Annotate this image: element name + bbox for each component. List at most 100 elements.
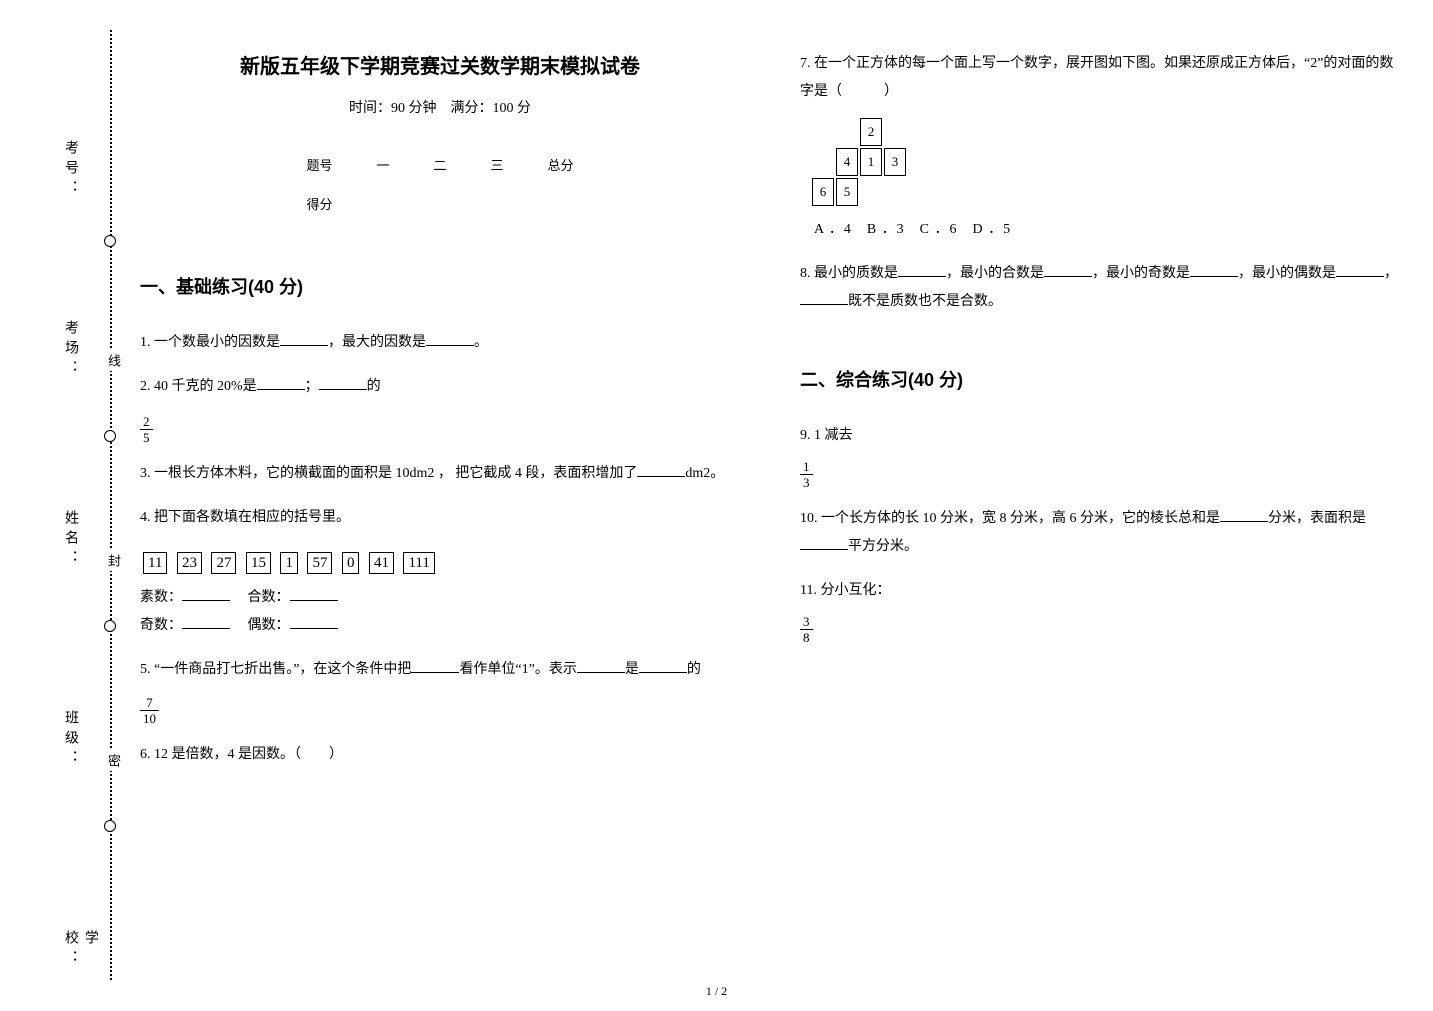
q-text: ；	[305, 379, 319, 394]
fill-blank[interactable]	[1044, 263, 1092, 277]
question-1: 1. 一个数最小的因数是 ，最大的因数是 。	[140, 329, 740, 357]
question-2: 2. 40 千克的 20%是；的 25	[140, 373, 740, 444]
q-text: 在一个正方体的每一个面上写一个数字，展开图如下图。如果还原成正方体后，“2”的对…	[800, 56, 1393, 99]
binding-label-name: 姓名：	[60, 510, 80, 570]
q-number: 9.	[800, 428, 811, 443]
question-4: 4. 把下面各数填在相应的括号里。 11 23 27 15 1 57 0 41 …	[140, 504, 740, 640]
q4-label: 合数：	[248, 590, 290, 605]
q-text: “一件商品打七折出售。”，在这个条件中把	[154, 662, 411, 677]
fill-blank[interactable]	[1190, 263, 1238, 277]
fill-blank[interactable]	[257, 376, 305, 390]
q-number: 1.	[140, 335, 151, 350]
binding-circle	[104, 620, 116, 632]
q-number: 7.	[800, 56, 811, 71]
score-header: 题号	[284, 145, 354, 184]
section-1-heading: 一、基础练习(40 分)	[140, 273, 740, 299]
question-5: 5. “一件商品打七折出售。”，在这个条件中把 看作单位“1”。表示 是 的 710	[140, 656, 740, 725]
q-text: 平方分米。	[848, 539, 918, 554]
binding-label-school: 学校：	[60, 930, 100, 980]
q-number: 4.	[140, 510, 151, 525]
q-text: 一个数最小的因数是	[154, 335, 280, 350]
binding-label-class: 班级：	[60, 710, 80, 770]
fill-blank[interactable]	[577, 659, 625, 673]
q-number: 8.	[800, 266, 811, 281]
question-10: 10. 一个长方体的长 10 分米，宽 8 分米，高 6 分米，它的棱长总和是分…	[800, 505, 1400, 561]
binding-circle	[104, 430, 116, 442]
q-text: 的	[367, 379, 381, 394]
q-number: 5.	[140, 662, 151, 677]
fill-blank[interactable]	[800, 536, 848, 550]
q-text: 。	[474, 335, 488, 350]
fill-blank[interactable]	[1336, 263, 1384, 277]
table-row: 得分	[284, 184, 595, 223]
boxed-number: 41	[369, 552, 394, 574]
q-text: 分米，表面积是	[1268, 511, 1366, 526]
q-text: ，最大的因数是	[328, 335, 426, 350]
q4-label: 奇数：	[140, 618, 182, 633]
boxed-number: 1	[280, 552, 298, 574]
q-number: 11.	[800, 583, 817, 598]
binding-label-room: 考场：	[60, 320, 80, 380]
q-text: 是	[625, 662, 639, 677]
fill-blank[interactable]	[411, 659, 459, 673]
q-text: 把下面各数填在相应的括号里。	[154, 510, 350, 525]
score-header: 二	[411, 145, 468, 184]
fill-blank[interactable]	[290, 587, 338, 601]
boxed-number: 111	[403, 552, 434, 574]
fill-blank[interactable]	[639, 659, 687, 673]
q4-label: 素数：	[140, 590, 182, 605]
question-8: 8. 最小的质数是，最小的合数是，最小的奇数是，最小的偶数是，既不是质数也不是合…	[800, 260, 1400, 316]
net-cell: 5	[836, 178, 858, 206]
net-cell: 3	[884, 148, 906, 176]
net-cell: 4	[836, 148, 858, 176]
fraction: 13	[800, 460, 813, 489]
net-cell: 6	[812, 178, 834, 206]
dotted-seal-line	[110, 30, 112, 980]
boxed-number: 57	[307, 552, 332, 574]
fill-blank[interactable]	[637, 463, 685, 477]
q-text: 1 减去	[814, 428, 853, 443]
question-3: 3. 一根长方体木料，它的横截面的面积是 10dm2 ， 把它截成 4 段，表面…	[140, 460, 740, 488]
table-row: 题号 一 二 三 总分	[284, 145, 595, 184]
score-header: 总分	[526, 145, 596, 184]
fill-blank[interactable]	[1220, 508, 1268, 522]
section-2-heading: 二、综合练习(40 分)	[800, 366, 1400, 392]
fraction: 710	[140, 696, 159, 725]
fill-blank[interactable]	[182, 587, 230, 601]
number-box-row: 11 23 27 15 1 57 0 41 111	[140, 550, 740, 578]
score-table: 题号 一 二 三 总分 得分	[284, 145, 595, 223]
q-text: ，	[1384, 266, 1398, 281]
cube-net: 2 4 1 3 6 5	[810, 116, 908, 208]
q-text: 最小的质数是	[814, 266, 898, 281]
binding-circle	[104, 820, 116, 832]
boxed-number: 15	[246, 552, 271, 574]
fraction: 38	[800, 615, 813, 644]
q-text: ，最小的合数是	[946, 266, 1044, 281]
seam-char-xian: 线	[104, 350, 123, 371]
fill-blank[interactable]	[319, 376, 367, 390]
fill-blank[interactable]	[182, 615, 230, 629]
q-text: 看作单位“1”。表示	[459, 662, 576, 677]
q-text: 分小互化：	[820, 583, 890, 598]
exam-title: 新版五年级下学期竞赛过关数学期末模拟试卷	[140, 50, 740, 79]
q-number: 2.	[140, 379, 151, 394]
fill-blank[interactable]	[280, 332, 328, 346]
boxed-number: 23	[177, 552, 202, 574]
page-body: 新版五年级下学期竞赛过关数学期末模拟试卷 时间：90 分钟 满分：100 分 题…	[140, 50, 1400, 970]
q-text: ，最小的奇数是	[1092, 266, 1190, 281]
q-text: ，最小的偶数是	[1238, 266, 1336, 281]
fill-blank[interactable]	[290, 615, 338, 629]
q-text: 一根长方体木料，它的横截面的面积是 10dm2 ， 把它截成 4 段，表面积增加…	[154, 466, 637, 481]
score-header: 一	[354, 145, 411, 184]
fill-blank[interactable]	[800, 291, 848, 305]
boxed-number: 0	[342, 552, 360, 574]
mc-options: A ．4 B ．3 C ．6 D ．5	[814, 216, 1400, 244]
q-text: dm2。	[685, 466, 724, 481]
fill-blank[interactable]	[898, 263, 946, 277]
fill-blank[interactable]	[426, 332, 474, 346]
boxed-number: 27	[211, 552, 236, 574]
page-footer: 1 / 2	[0, 984, 1433, 999]
q-text: 的	[687, 662, 701, 677]
q-number: 6.	[140, 747, 151, 762]
question-6: 6. 12 是倍数，4 是因数。（ ）	[140, 741, 740, 769]
